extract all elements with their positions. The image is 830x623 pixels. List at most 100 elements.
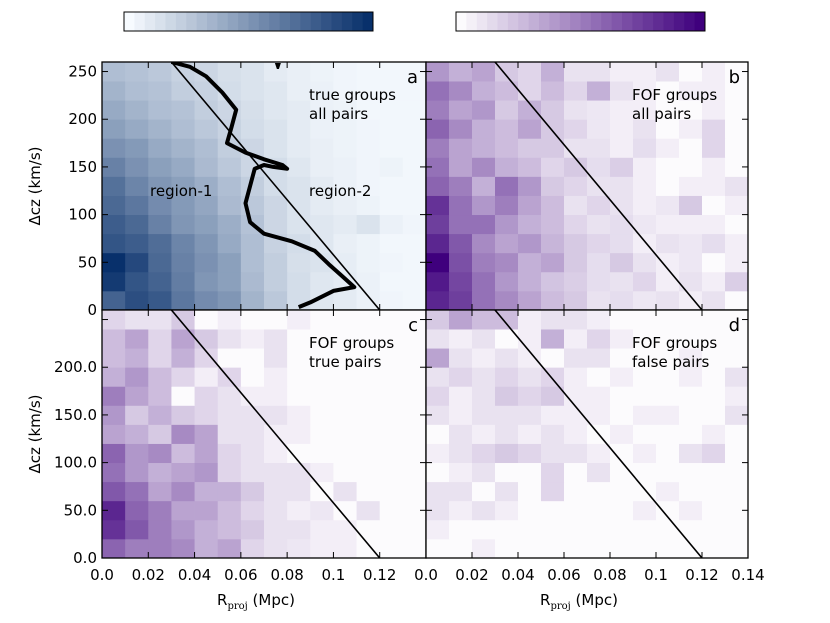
heatmap-cell xyxy=(541,481,565,502)
heatmap-cell xyxy=(472,405,496,425)
heatmap-cell xyxy=(495,405,519,425)
heatmap-cell xyxy=(402,100,426,120)
heatmap-cell xyxy=(125,405,149,425)
heatmap-cell xyxy=(725,176,748,196)
colorbar-segment xyxy=(144,12,156,31)
colorbar-segment xyxy=(165,12,177,31)
colorbar-segment xyxy=(279,12,291,31)
heatmap-cell xyxy=(194,405,219,425)
heatmap-cell xyxy=(287,405,311,425)
heatmap-cell xyxy=(564,367,588,387)
heatmap-cell xyxy=(702,329,726,349)
heatmap-cell xyxy=(171,119,195,139)
y-tick-label: 0 xyxy=(87,301,97,319)
heatmap-cell xyxy=(171,81,195,101)
y-tick-label: 100 xyxy=(68,206,97,224)
heatmap-cell xyxy=(472,538,496,558)
heatmap-cell xyxy=(264,386,288,406)
heatmap-cell xyxy=(310,519,334,540)
heatmap-cell xyxy=(264,62,288,82)
heatmap-cell xyxy=(518,367,542,387)
heatmap-cell xyxy=(426,176,450,196)
heatmap-cell xyxy=(449,519,473,540)
heatmap-cell xyxy=(402,138,426,158)
heatmap-cell xyxy=(148,367,172,387)
heatmap-cell xyxy=(217,538,242,558)
heatmap-cell xyxy=(356,100,381,120)
heatmap-cell xyxy=(518,214,542,235)
heatmap-cell xyxy=(656,214,680,235)
heatmap-cell xyxy=(125,443,149,464)
heatmap-cell xyxy=(264,519,288,540)
heatmap-cell xyxy=(356,138,381,158)
heatmap-cell xyxy=(217,195,242,216)
heatmap-cell xyxy=(679,310,703,330)
heatmap-cell xyxy=(356,329,381,349)
heatmap-cell xyxy=(449,386,473,406)
heatmap-cell xyxy=(310,100,334,120)
heatmap-cell xyxy=(426,500,450,521)
heatmap-cell xyxy=(587,233,611,254)
heatmap-cell xyxy=(287,424,311,444)
heatmap-cell xyxy=(679,157,703,177)
heatmap-cell xyxy=(148,81,172,101)
heatmap-cells xyxy=(426,62,748,310)
heatmap-cell xyxy=(725,195,748,216)
heatmap-cell xyxy=(194,157,219,177)
heatmap-cell xyxy=(656,233,680,254)
heatmap-cell xyxy=(702,81,726,101)
heatmap-cell xyxy=(379,271,404,292)
panel-letter: c xyxy=(408,315,418,336)
heatmap-cell xyxy=(679,367,703,387)
heatmap-cell xyxy=(541,424,565,444)
colorbar-segment xyxy=(186,12,198,31)
colorbar-segment xyxy=(684,12,696,31)
heatmap-cell xyxy=(725,138,748,158)
heatmap-cell xyxy=(125,100,149,120)
heatmap-cell xyxy=(310,310,334,330)
heatmap-cell xyxy=(379,100,404,120)
heatmap-cell xyxy=(171,138,195,158)
heatmap-cell xyxy=(587,348,611,368)
colorbar-segment xyxy=(175,12,187,31)
heatmap-cell xyxy=(379,62,404,82)
heatmap-cell xyxy=(472,386,496,406)
heatmap-cell xyxy=(194,195,219,216)
heatmap-cell xyxy=(725,519,748,540)
heatmap-cell xyxy=(356,290,381,310)
heatmap-cell xyxy=(633,119,657,139)
heatmap-cell xyxy=(495,176,519,196)
heatmap-cell xyxy=(102,252,126,273)
heatmap-cell xyxy=(240,519,265,540)
heatmap-cells xyxy=(102,62,426,310)
heatmap-cell xyxy=(102,195,126,216)
colorbar-segment xyxy=(487,12,498,31)
heatmap-cell xyxy=(194,138,219,158)
heatmap-cell xyxy=(333,519,357,540)
heatmap-cell xyxy=(518,386,542,406)
heatmap-cell xyxy=(633,519,657,540)
heatmap-cell xyxy=(541,462,565,483)
heatmap-cell xyxy=(264,119,288,139)
heatmap-cell xyxy=(564,119,588,139)
heatmap-cell xyxy=(679,405,703,425)
colorbar-segment xyxy=(497,12,509,31)
heatmap-cell xyxy=(310,252,334,273)
heatmap-cell xyxy=(194,100,219,120)
x-tick-label: 0.04 xyxy=(501,566,534,584)
heatmap-cell xyxy=(194,443,219,464)
heatmap-cell xyxy=(656,100,680,120)
heatmap-cell xyxy=(495,462,519,483)
panel-d: 0.0 0.02 0.04 0.06 0.08 0.1 0.12 0.14 Rproj (Mpc… xyxy=(414,309,765,612)
contour-fragment xyxy=(274,63,281,69)
heatmap-cell xyxy=(541,62,565,82)
panel-annotation: all pairs xyxy=(309,105,368,123)
heatmap-cell xyxy=(495,500,519,521)
heatmap-cell xyxy=(102,462,126,483)
heatmap-cell xyxy=(402,386,426,406)
heatmap-cell xyxy=(310,81,334,101)
heatmap-cell xyxy=(702,233,726,254)
heatmap-cell xyxy=(402,290,426,310)
heatmap-cell xyxy=(472,290,496,310)
